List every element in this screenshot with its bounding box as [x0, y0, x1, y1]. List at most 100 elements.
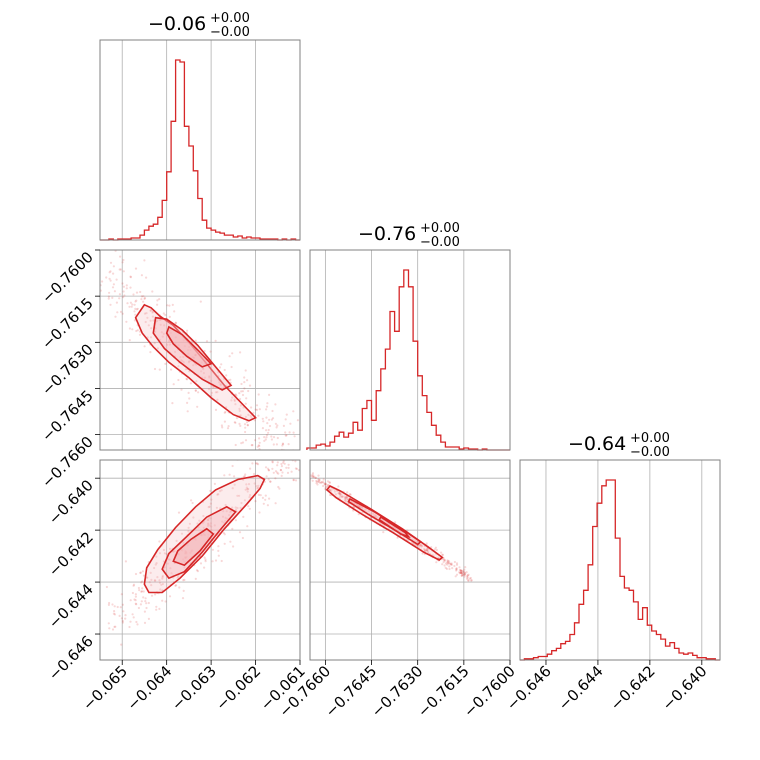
sample-point [295, 471, 297, 473]
sample-point [207, 388, 211, 391]
sample-point [195, 380, 198, 383]
sample-point [113, 613, 116, 616]
sample-point [175, 539, 178, 543]
sample-point [158, 540, 161, 543]
sample-point [111, 603, 114, 606]
sample-point [210, 498, 213, 501]
hist-2-title-upper: +0.00 [630, 431, 670, 446]
sample-point [321, 480, 324, 483]
sample-point [283, 462, 286, 465]
sample-point [163, 324, 166, 327]
sample-point [210, 525, 213, 528]
sample-point [244, 473, 247, 476]
sample-point [302, 469, 304, 471]
sample-point [256, 487, 259, 490]
sample-point [424, 549, 427, 552]
sample-point [282, 454, 284, 456]
sample-point [280, 474, 283, 477]
sample-point [189, 382, 192, 385]
sample-point [300, 459, 302, 461]
sample-point [447, 562, 450, 565]
sample-point [113, 610, 116, 613]
sample-point [266, 422, 269, 425]
sample-point [173, 310, 176, 313]
sample-point [135, 291, 139, 294]
sample-point [268, 393, 271, 396]
sample-point [255, 485, 258, 488]
sample-point [466, 576, 469, 579]
sample-point [186, 401, 189, 404]
sample-point [340, 493, 343, 496]
sample-point [462, 570, 465, 574]
sample-point [234, 519, 237, 522]
sample-point [269, 480, 272, 483]
sample-point [223, 411, 226, 414]
sample-point [270, 429, 272, 431]
sample-point [304, 469, 306, 471]
sample-point [122, 258, 125, 262]
hist-panel-1: −0.76 +0.00−0.00 [306, 221, 511, 451]
sample-point [462, 573, 465, 577]
sample-point [358, 505, 361, 508]
sample-point [121, 621, 124, 624]
sample-point [274, 502, 277, 505]
sample-point [227, 425, 230, 428]
x-tick-label-2-3: −0.640 [659, 662, 711, 714]
sample-point [159, 588, 162, 591]
sample-point [207, 516, 211, 520]
sample-point [434, 546, 437, 549]
sample-point [460, 572, 463, 575]
sample-point [234, 421, 237, 424]
sample-point [244, 415, 247, 418]
sample-point [296, 419, 299, 422]
sample-point [292, 478, 295, 481]
sample-point [372, 513, 375, 516]
sample-point [174, 321, 177, 324]
sample-point [210, 394, 213, 397]
sample-point [225, 510, 228, 513]
sample-point [247, 487, 250, 491]
sample-point [246, 379, 249, 382]
sample-point [177, 365, 180, 368]
sample-point [91, 619, 93, 621]
sample-point [145, 602, 148, 605]
sample-point [290, 454, 292, 456]
sample-point [203, 566, 206, 569]
sample-point [327, 484, 330, 487]
sample-point [344, 499, 347, 502]
sample-point [459, 569, 463, 573]
sample-point [300, 469, 302, 471]
sample-point [228, 355, 231, 358]
sample-point [125, 320, 128, 323]
sample-point [272, 471, 275, 474]
sample-point [290, 470, 293, 473]
sample-point [107, 603, 110, 607]
sample-point [249, 467, 252, 470]
sample-point [119, 268, 122, 271]
sample-point [239, 506, 242, 509]
sample-point [128, 327, 131, 330]
sample-point [419, 544, 422, 547]
sample-point [116, 311, 119, 314]
sample-point [314, 476, 317, 480]
sample-point [141, 570, 144, 573]
sample-point [324, 486, 327, 489]
sample-point [150, 578, 153, 582]
sample-point [248, 496, 251, 499]
sample-point [129, 620, 132, 623]
sample-point [143, 312, 147, 315]
sample-point [287, 466, 290, 469]
sample-point [305, 473, 307, 475]
sample-point [281, 444, 284, 447]
sample-point [272, 436, 276, 439]
sample-point [176, 576, 179, 579]
sample-point [261, 417, 264, 420]
sample-point [216, 493, 219, 496]
sample-point [142, 590, 145, 593]
sample-point [316, 430, 318, 432]
sample-point [205, 340, 209, 343]
sample-point [155, 605, 158, 608]
sample-point [194, 389, 197, 392]
sample-point [420, 544, 423, 547]
sample-point [420, 545, 423, 548]
